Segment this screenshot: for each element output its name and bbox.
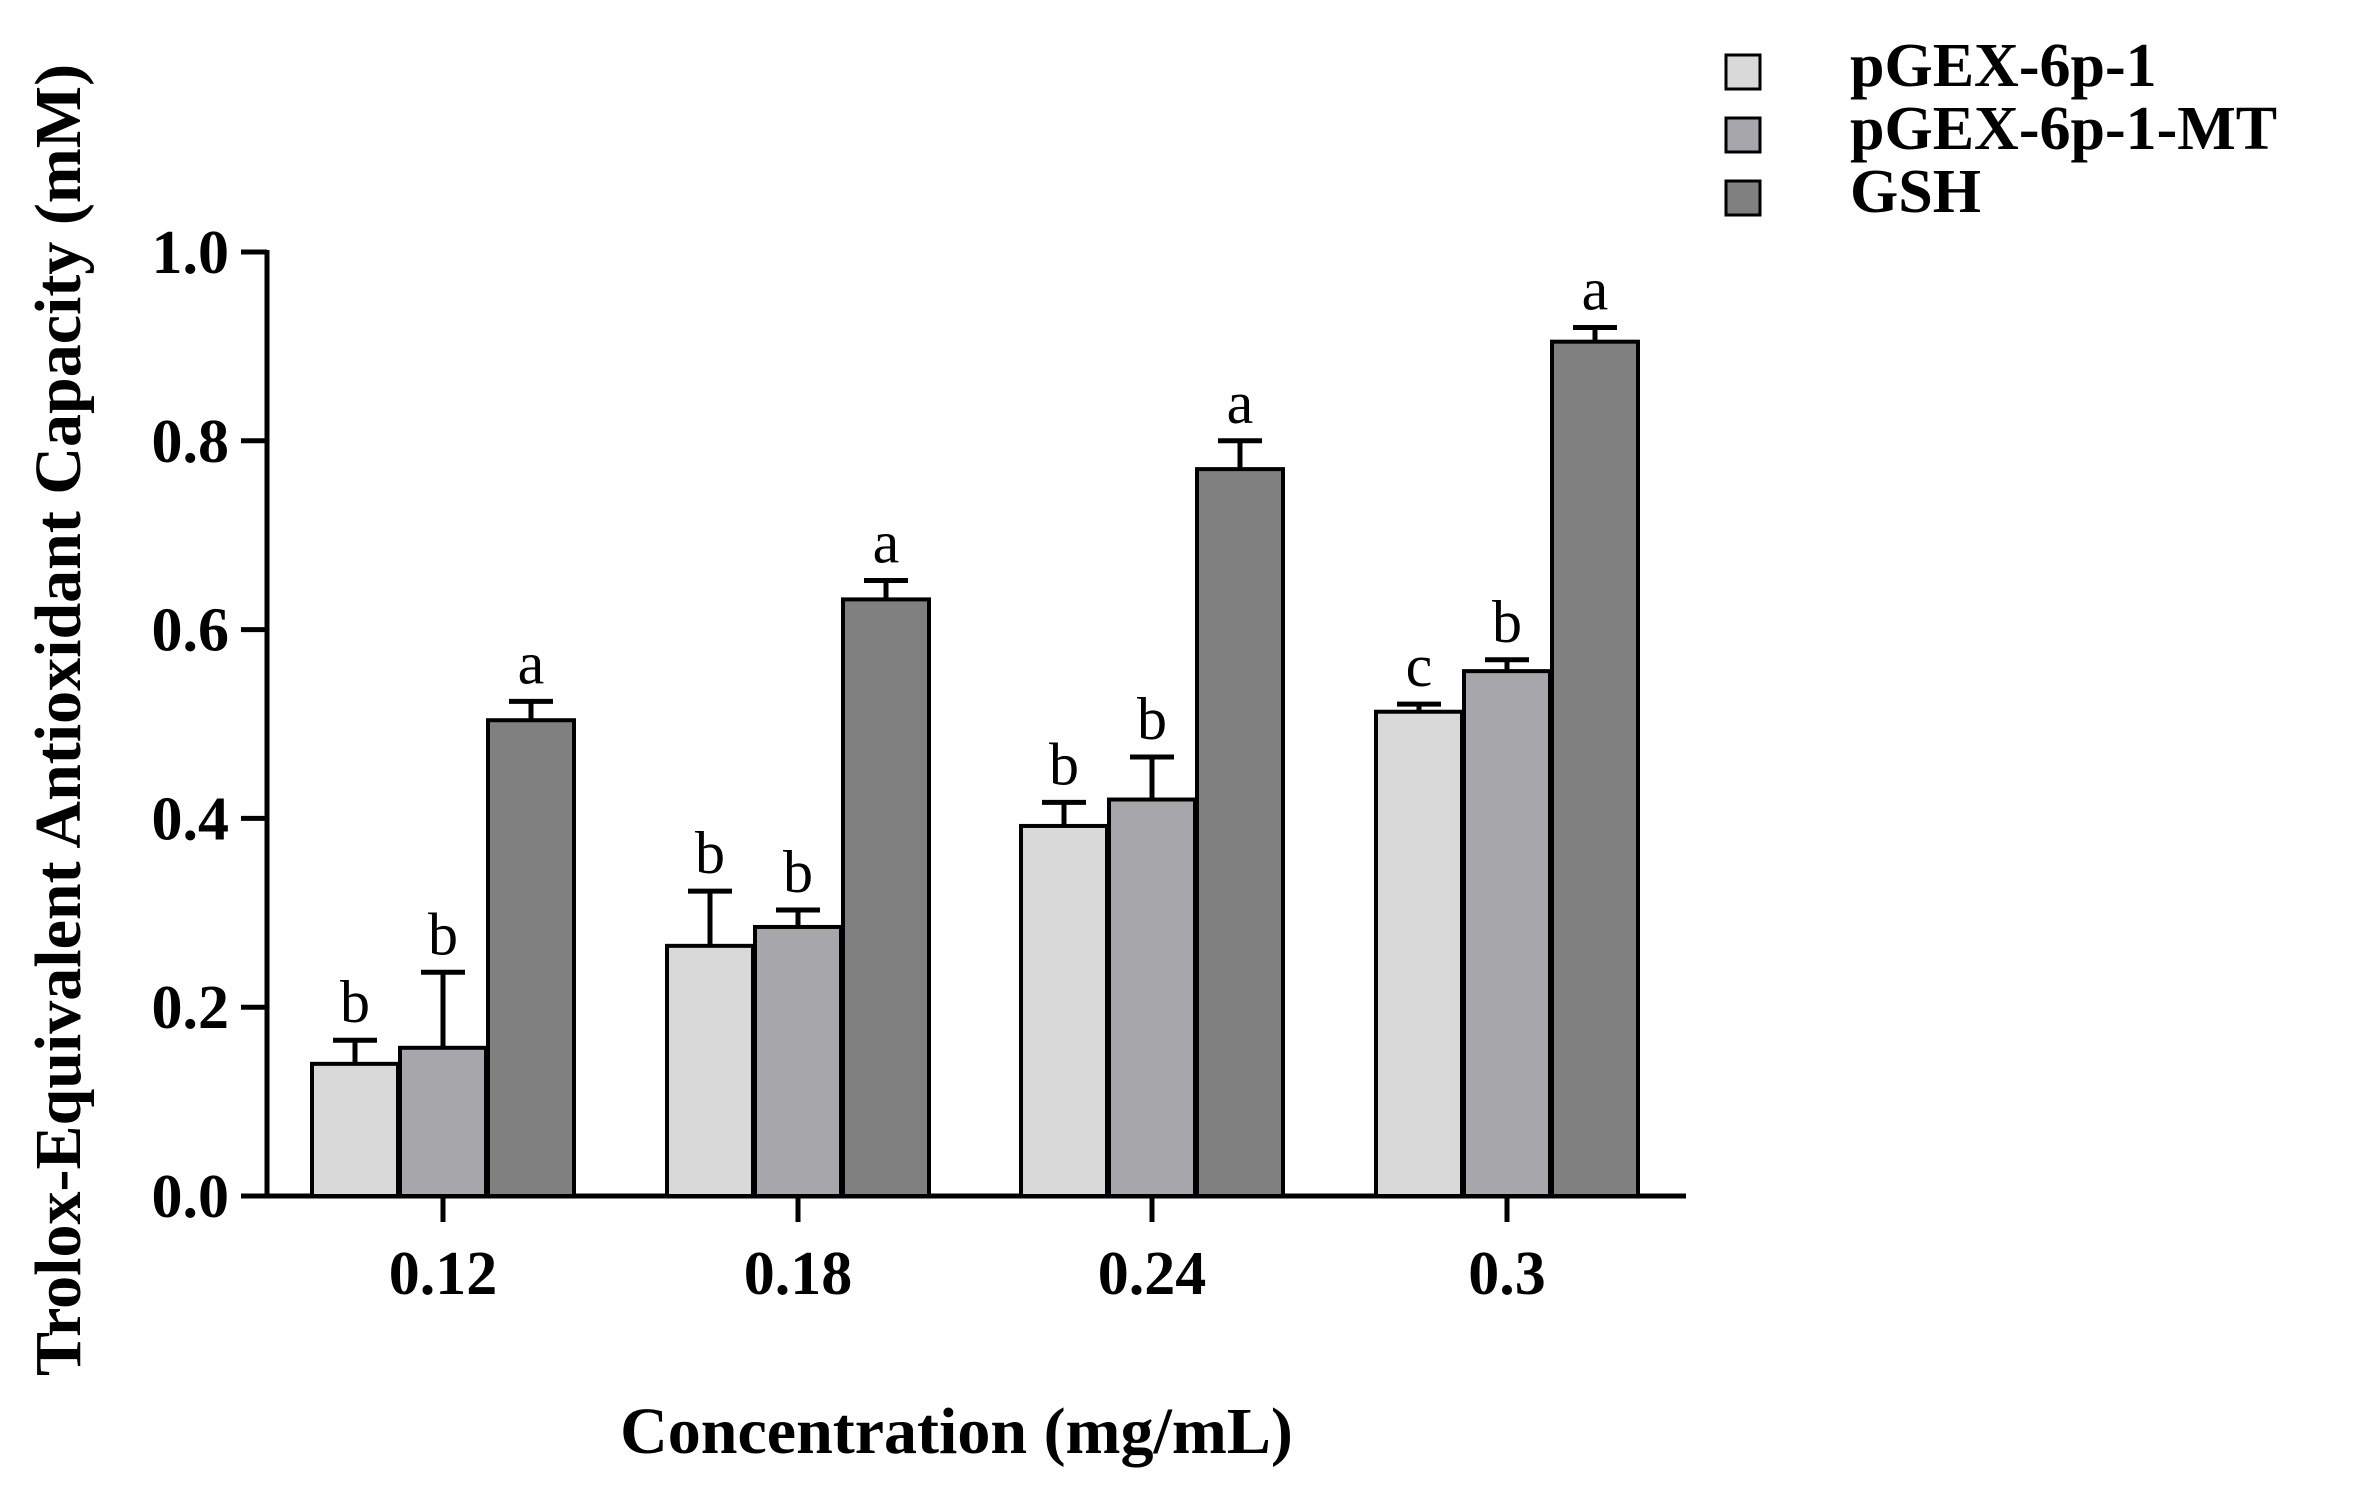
significance-label: b <box>695 820 725 886</box>
y-tick-label: 0.2 <box>152 974 230 1042</box>
bar <box>1107 797 1197 1199</box>
significance-label: a <box>1227 370 1254 436</box>
legend-label: GSH <box>1850 158 1981 226</box>
y-tick-label: 0.6 <box>152 597 230 665</box>
significance-label: b <box>428 901 458 967</box>
x-tick-label: 0.3 <box>1468 1240 1546 1308</box>
significance-label: b <box>1492 589 1522 655</box>
y-tick-label: 0.8 <box>152 408 230 476</box>
bar <box>841 597 931 1198</box>
bar <box>1195 467 1285 1198</box>
significance-label: b <box>1137 686 1167 752</box>
x-tick-label: 0.24 <box>1098 1240 1207 1308</box>
significance-label: b <box>1049 731 1079 797</box>
significance-label: b <box>340 969 370 1035</box>
bar <box>753 924 843 1199</box>
legend-swatch <box>1724 116 1762 154</box>
bar <box>665 943 755 1199</box>
bar <box>1550 339 1640 1198</box>
significance-label: c <box>1406 633 1433 699</box>
y-tick-label: 0.0 <box>152 1163 230 1231</box>
x-axis-title: Concentration (mg/mL) <box>620 1395 1293 1468</box>
error-bars <box>333 325 1617 1064</box>
legend-label: pGEX-6p-1-MT <box>1850 95 2277 163</box>
legend-swatch <box>1724 179 1762 217</box>
y-axis-title: Trolox-Equivalent Antioxidant Capacity (… <box>22 64 95 1376</box>
bars <box>310 339 1640 1199</box>
bar <box>1462 669 1552 1198</box>
significance-label: b <box>783 839 813 905</box>
legend-label: pGEX-6p-1 <box>1850 32 2157 100</box>
bar <box>398 1045 488 1198</box>
bar <box>1374 709 1464 1199</box>
significance-label: a <box>1582 257 1609 323</box>
x-tick-label: 0.18 <box>744 1240 853 1308</box>
significance-label: a <box>518 630 545 696</box>
x-tick-label: 0.12 <box>389 1240 498 1308</box>
significance-label: a <box>873 510 900 576</box>
y-axis: 0.0 0.2 0.4 0.6 0.8 1.0 <box>152 219 270 1231</box>
x-axis: 0.12 0.18 0.24 0.3 <box>265 1193 1686 1308</box>
y-tick-label: 1.0 <box>152 219 230 287</box>
y-tick-label: 0.4 <box>152 785 230 853</box>
bar <box>310 1061 400 1198</box>
legend-swatch <box>1724 53 1762 91</box>
bar <box>486 718 576 1198</box>
bar <box>1019 823 1109 1199</box>
